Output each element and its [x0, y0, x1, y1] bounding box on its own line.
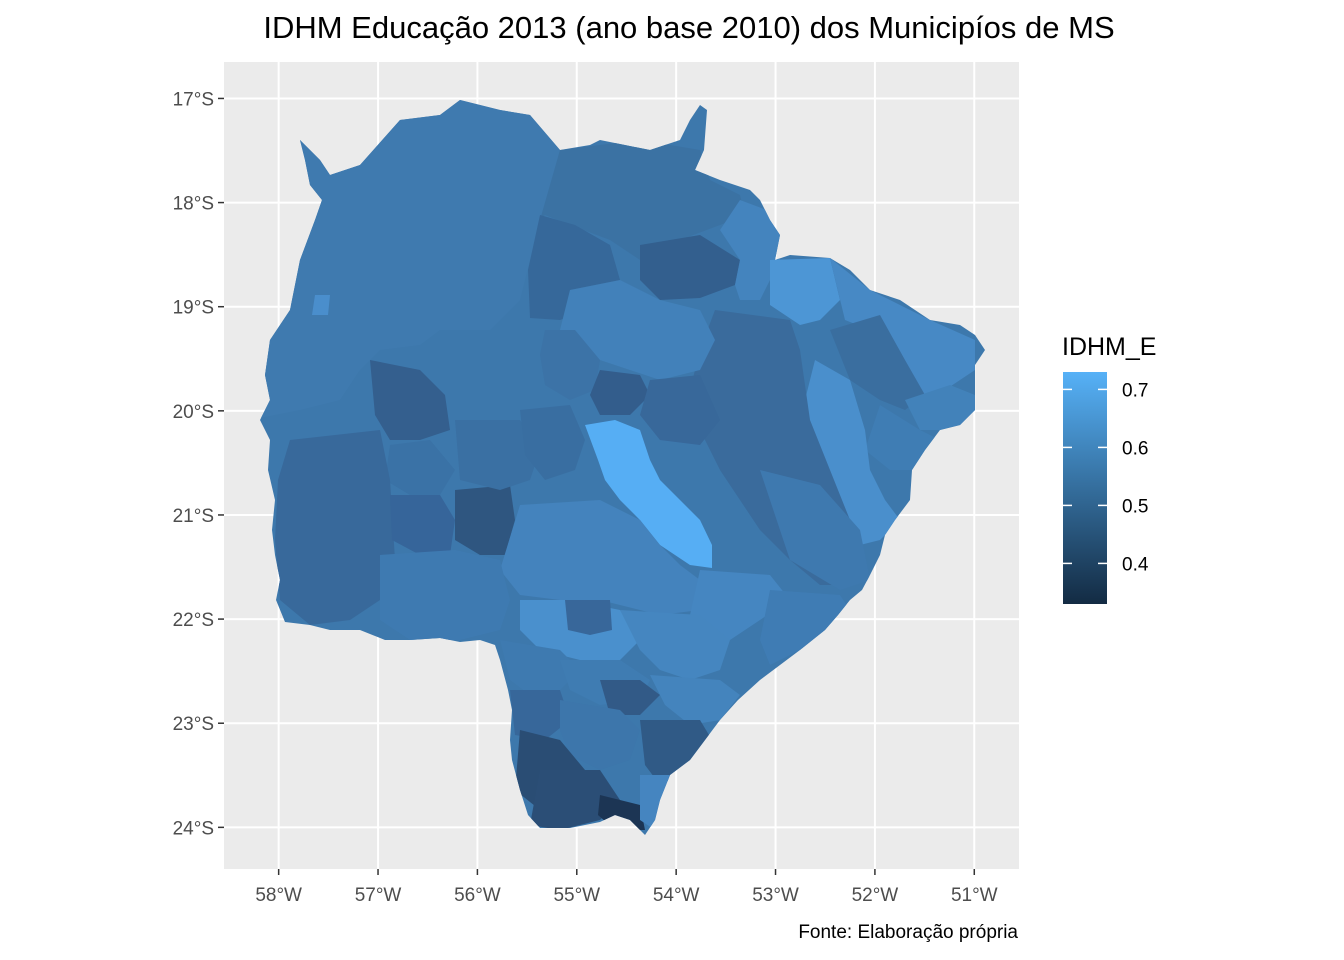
y-tick-label: 17°S	[173, 89, 214, 110]
y-tick-label: 18°S	[173, 194, 214, 215]
x-tick-label: 57°W	[355, 885, 402, 906]
y-tick-label: 24°S	[173, 818, 214, 839]
legend-tick-label: 0.7	[1122, 380, 1148, 401]
page-title: IDHM Educação 2013 (ano base 2010) dos M…	[263, 10, 1115, 45]
x-tick-label: 52°W	[852, 885, 899, 906]
x-tick-label: 51°W	[951, 885, 998, 906]
y-tick-label: 23°S	[173, 714, 214, 735]
x-tick-label: 53°W	[752, 885, 799, 906]
x-tick-label: 54°W	[653, 885, 700, 906]
legend-colorbar	[1063, 372, 1107, 604]
y-tick-label: 22°S	[173, 610, 214, 631]
axis-ticks	[218, 97, 976, 875]
caption: Fonte: Elaboração própria	[798, 922, 1018, 943]
legend-tick-label: 0.6	[1122, 438, 1148, 459]
x-tick-label: 55°W	[553, 885, 600, 906]
legend-ticks: 0.7 0.6 0.5 0.4	[1063, 380, 1149, 575]
x-tick-label: 56°W	[454, 885, 501, 906]
legend-title: IDHM_E	[1062, 333, 1157, 361]
y-tick-label: 20°S	[173, 402, 214, 423]
y-tick-label: 19°S	[173, 298, 214, 319]
x-axis-labels: 58°W 57°W 56°W 55°W 54°W 53°W 52°W 51°W	[255, 885, 997, 906]
legend-tick-label: 0.5	[1122, 496, 1148, 517]
x-tick-label: 58°W	[255, 885, 302, 906]
legend-tick-label: 0.4	[1122, 554, 1149, 575]
y-tick-label: 21°S	[173, 506, 214, 527]
y-axis-labels: 17°S 18°S 19°S 20°S 21°S 22°S 23°S 24°S	[173, 89, 214, 839]
